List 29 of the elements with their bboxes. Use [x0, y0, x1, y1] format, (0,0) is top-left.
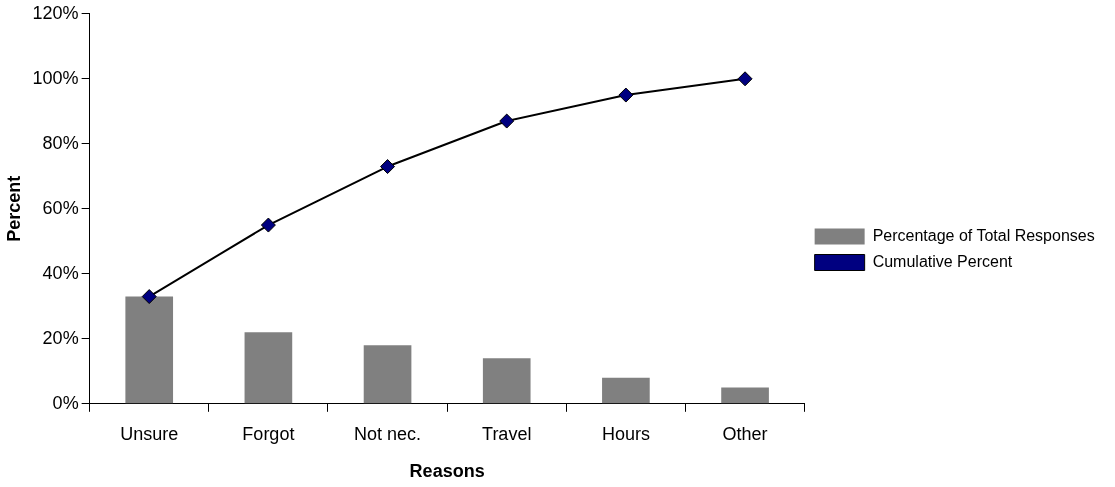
y-tick-label: 0% [52, 392, 79, 413]
legend-label: Percentage of Total Responses [872, 226, 1095, 244]
y-axis-title: Percent [3, 175, 24, 242]
y-tick-label: 100% [32, 67, 79, 88]
bar [721, 387, 769, 404]
x-tick-label: Hours [601, 423, 650, 444]
bar [363, 345, 412, 404]
x-tick-label: Unsure [120, 423, 179, 444]
point [737, 71, 753, 87]
bar [482, 358, 531, 404]
bar [602, 377, 650, 404]
y-tick-label: 80% [42, 132, 79, 153]
x-tick-label: Travel [482, 423, 532, 444]
point [141, 289, 157, 305]
x-tick-label: Not nec. [354, 423, 422, 444]
legend-label: Cumulative Percent [872, 252, 1013, 270]
point [260, 217, 276, 233]
y-tick-label: 40% [42, 262, 79, 283]
point [380, 159, 396, 175]
x-axis-title: Reasons [409, 461, 485, 482]
y-tick-label: 60% [42, 197, 79, 218]
point [499, 113, 515, 129]
x-tick-label: Forgot [242, 423, 295, 444]
y-tick-label: 120% [32, 2, 79, 23]
y-tick-label: 20% [42, 327, 79, 348]
bar [244, 332, 293, 404]
bar [125, 296, 174, 404]
x-tick-label: Other [722, 423, 768, 444]
point [618, 87, 634, 103]
